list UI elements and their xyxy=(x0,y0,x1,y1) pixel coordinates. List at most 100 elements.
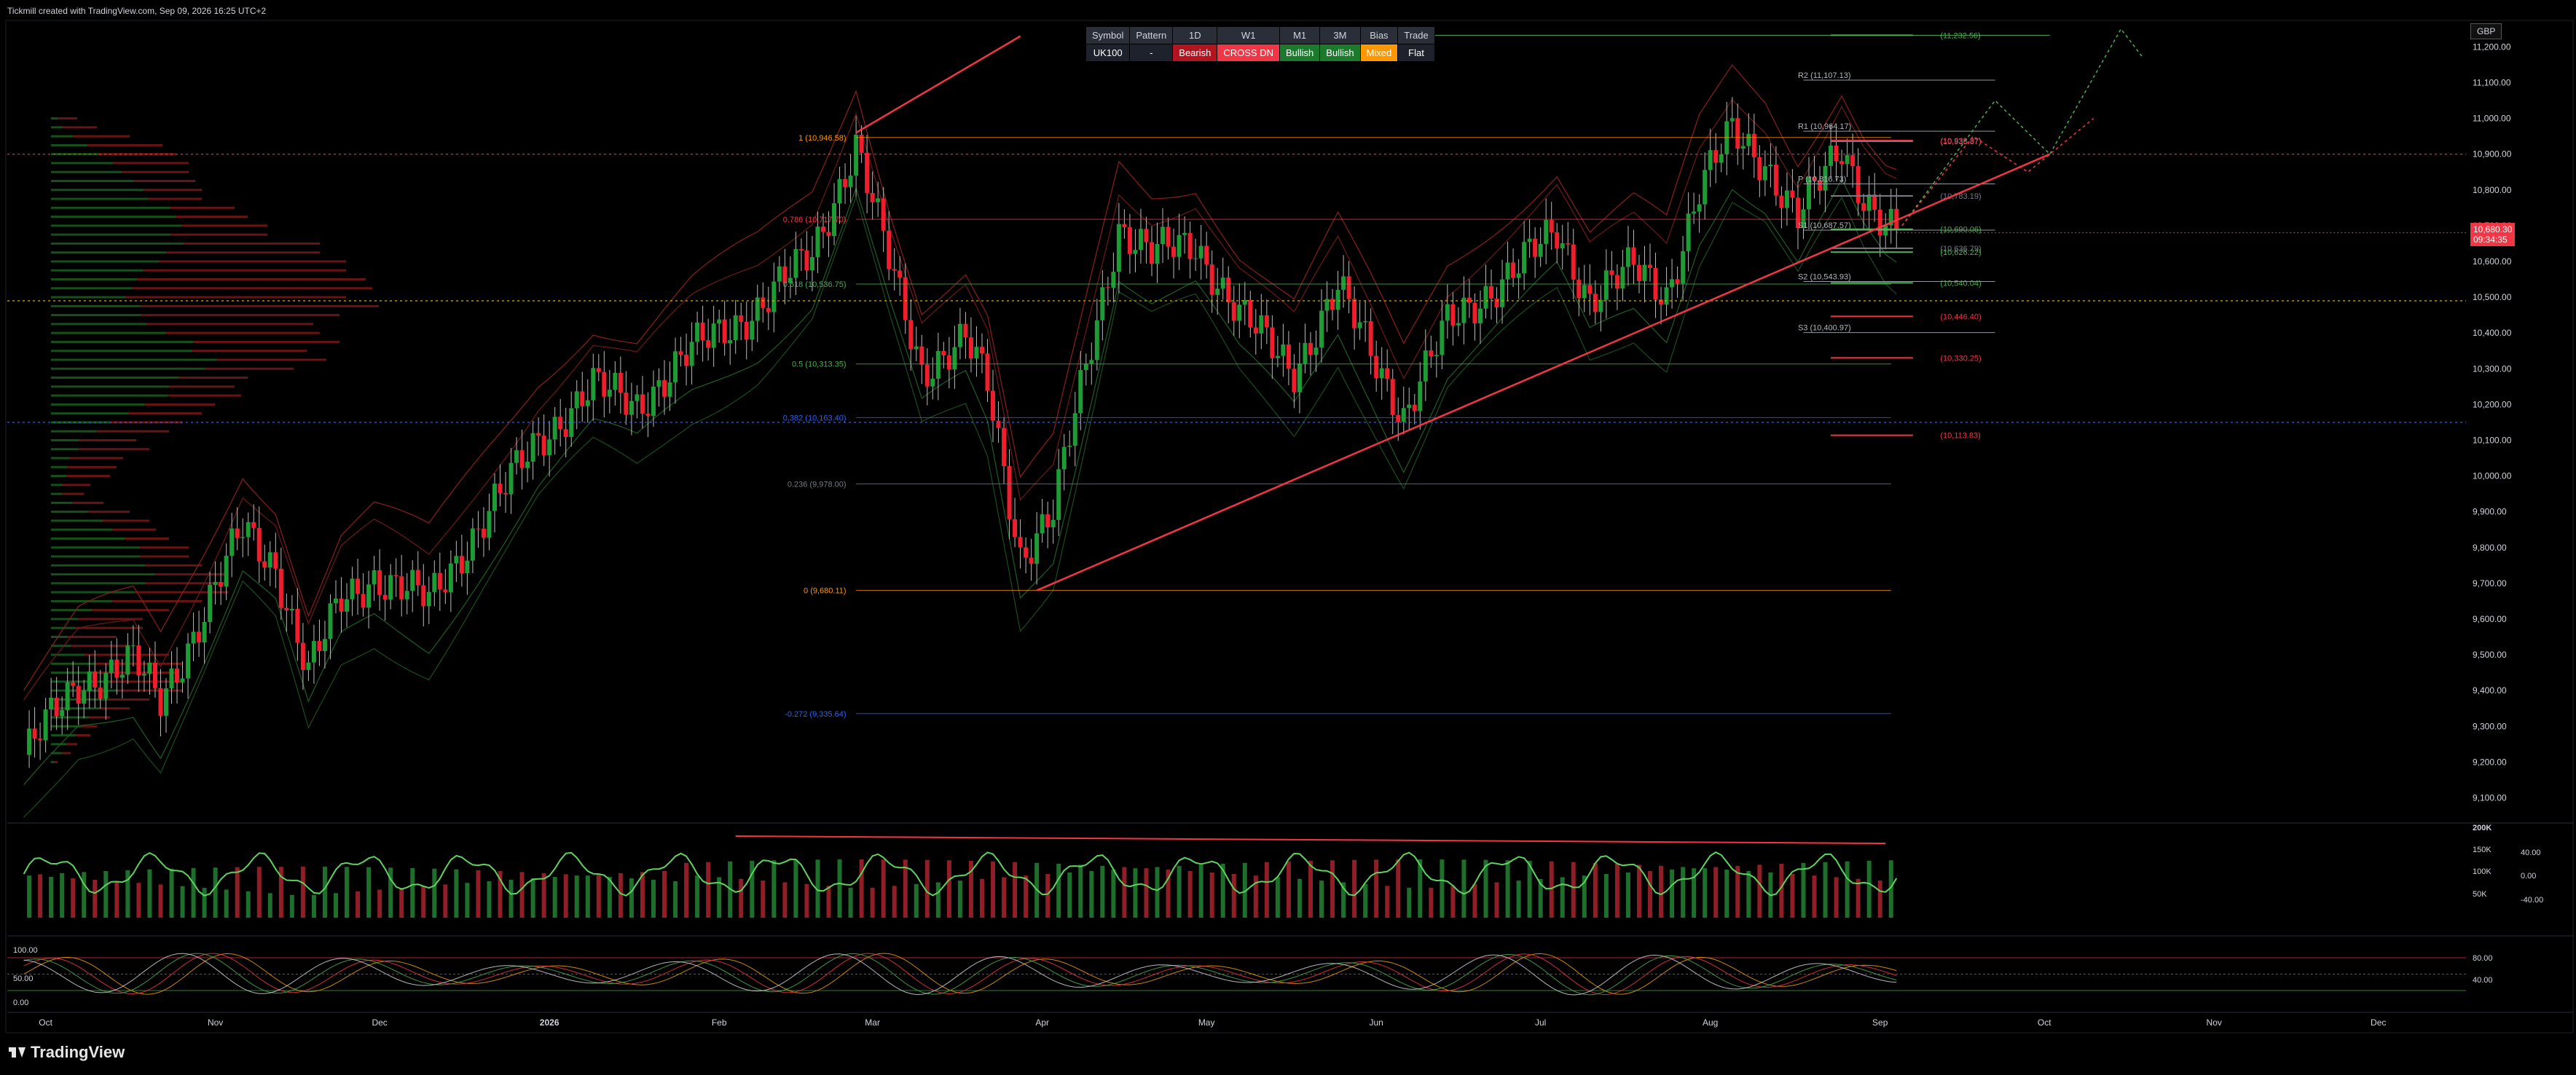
volume-profile-bar xyxy=(169,385,235,388)
volume-profile-bar xyxy=(51,672,99,674)
candle-body xyxy=(1522,242,1527,274)
candle-body xyxy=(1018,537,1023,548)
volume-profile-bar xyxy=(87,511,130,513)
candle-body xyxy=(284,607,289,611)
volume-profile-bar xyxy=(51,555,141,558)
volume-bar xyxy=(1494,882,1499,918)
price-axis-tick: 10,900.00 xyxy=(2473,149,2512,160)
volume-profile-bar xyxy=(159,260,346,263)
candle-body xyxy=(197,631,202,643)
candle-body xyxy=(219,582,224,587)
candle-body xyxy=(393,575,398,577)
candle-body xyxy=(1735,118,1740,149)
status-value-5: Bullish xyxy=(1319,44,1361,62)
volume-profile-bar xyxy=(51,358,217,361)
candle-body xyxy=(1801,209,1806,229)
candle-body xyxy=(382,594,388,600)
candle-body xyxy=(481,528,486,538)
candle-body xyxy=(339,598,344,612)
volume-bar xyxy=(924,859,930,918)
volume-bar xyxy=(1286,861,1291,918)
candle-body xyxy=(454,556,459,564)
volume-bar xyxy=(1845,861,1850,918)
candle-body xyxy=(1374,355,1379,379)
candle-body xyxy=(1549,219,1554,233)
volume-bar xyxy=(421,886,426,918)
volume-profile-bar xyxy=(133,179,195,182)
time-axis-tick: Oct xyxy=(2038,1017,2051,1028)
volume-bar xyxy=(399,888,404,918)
volume-bar xyxy=(1024,875,1029,918)
candle-body xyxy=(1440,320,1445,355)
candle-body xyxy=(322,639,327,651)
volume-bar xyxy=(1407,887,1412,918)
candle-body xyxy=(651,386,656,416)
volume-bar xyxy=(1133,868,1138,918)
volume-bar xyxy=(1122,867,1127,918)
volume-profile-bar xyxy=(140,555,189,558)
candle-body xyxy=(98,688,103,698)
pivot-label: R1 (10,964.17) xyxy=(1798,122,1851,131)
candle-body xyxy=(1571,244,1576,280)
volume-profile-bar xyxy=(103,519,149,522)
tradingview-logo-icon xyxy=(9,1044,25,1060)
volume-bar xyxy=(169,868,174,918)
volume-profile-bar xyxy=(51,278,138,281)
volume-bar xyxy=(27,875,32,918)
candle-body xyxy=(1790,190,1795,198)
candle-body xyxy=(952,347,957,370)
volume-bar xyxy=(1450,886,1456,918)
candle-body xyxy=(93,672,98,688)
candle-body xyxy=(744,321,749,340)
candle-body xyxy=(761,297,766,308)
candle-body xyxy=(645,413,651,416)
candle-body xyxy=(569,408,574,437)
volume-bar xyxy=(1527,860,1532,918)
candle-body xyxy=(1582,285,1587,299)
pivot-label: S1 (10,687.57) xyxy=(1798,221,1851,230)
candle-body xyxy=(1056,469,1061,520)
volume-bar xyxy=(1013,862,1018,918)
volume-bar xyxy=(498,870,503,918)
volume-profile-bar xyxy=(51,484,63,487)
candle-body xyxy=(903,277,908,320)
volume-profile-bar xyxy=(170,233,267,236)
candle-body xyxy=(1603,270,1609,300)
volume-profile-bar xyxy=(205,367,294,370)
candle-body xyxy=(1450,304,1456,326)
currency-selector[interactable]: GBP xyxy=(2470,23,2502,39)
volume-profile-bar xyxy=(51,367,205,370)
volume-profile-bar xyxy=(51,430,97,433)
candle-body xyxy=(213,582,218,585)
status-header-3: W1 xyxy=(1217,26,1280,44)
volume-profile-bar xyxy=(89,716,110,719)
volume-profile-bar xyxy=(51,135,74,138)
volume-bar xyxy=(1670,869,1675,918)
fib-level-label: 0.786 (10,717.70) xyxy=(783,216,847,224)
candle-body xyxy=(1242,299,1247,305)
candle-body xyxy=(415,570,420,586)
candle-body xyxy=(1078,370,1083,414)
volume-profile-bar xyxy=(51,340,193,343)
candle-body xyxy=(262,561,267,568)
time-axis-tick: Nov xyxy=(208,1017,223,1028)
time-axis-tick: 2026 xyxy=(540,1017,559,1028)
candle-body xyxy=(1494,298,1499,307)
candle-body xyxy=(1313,347,1319,355)
price-axis-tick: 10,100.00 xyxy=(2473,435,2512,445)
target-label: (10,540.04) xyxy=(1940,279,1981,288)
projection-bullish xyxy=(1901,28,2144,227)
tradingview-brand[interactable]: TradingView xyxy=(9,1043,125,1062)
candle-body xyxy=(1072,413,1077,446)
candle-body xyxy=(508,462,514,495)
candle-body xyxy=(662,380,667,397)
volume-profile-bar xyxy=(51,528,113,531)
candle-body xyxy=(1686,213,1691,251)
volume-axis-tick: 150K xyxy=(2473,846,2491,854)
status-value-7: Flat xyxy=(1397,44,1435,62)
volume-profile-bar xyxy=(80,725,97,728)
volume-profile-bar xyxy=(184,242,320,245)
volume-profile-bar xyxy=(76,734,90,737)
candle-body xyxy=(267,552,272,568)
